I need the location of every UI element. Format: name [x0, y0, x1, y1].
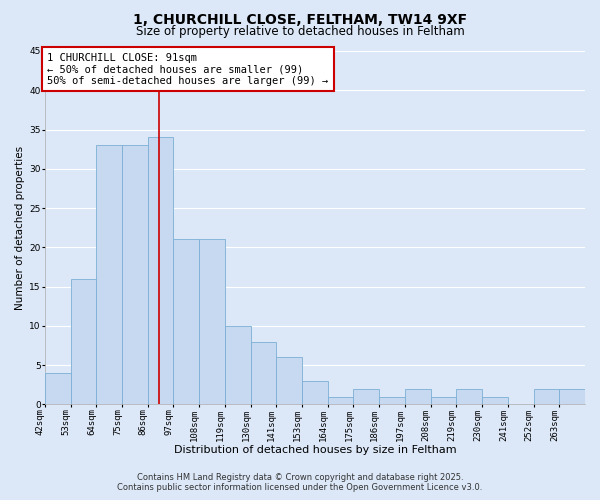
Text: 1 CHURCHILL CLOSE: 91sqm
← 50% of detached houses are smaller (99)
50% of semi-d: 1 CHURCHILL CLOSE: 91sqm ← 50% of detach…	[47, 52, 328, 86]
Bar	[302, 381, 328, 404]
Bar	[328, 396, 353, 404]
X-axis label: Distribution of detached houses by size in Feltham: Distribution of detached houses by size …	[173, 445, 456, 455]
Bar	[225, 326, 251, 404]
Bar	[482, 396, 508, 404]
Text: 1, CHURCHILL CLOSE, FELTHAM, TW14 9XF: 1, CHURCHILL CLOSE, FELTHAM, TW14 9XF	[133, 12, 467, 26]
Bar	[559, 388, 585, 404]
Bar	[96, 145, 122, 405]
Bar	[431, 396, 457, 404]
Bar	[533, 388, 559, 404]
Bar	[199, 240, 225, 404]
Bar	[71, 279, 96, 404]
Bar	[251, 342, 277, 404]
Y-axis label: Number of detached properties: Number of detached properties	[15, 146, 25, 310]
Bar	[148, 138, 173, 404]
Bar	[379, 396, 405, 404]
Bar	[457, 388, 482, 404]
Bar	[405, 388, 431, 404]
Text: Size of property relative to detached houses in Feltham: Size of property relative to detached ho…	[136, 25, 464, 38]
Bar	[173, 240, 199, 404]
Bar	[122, 145, 148, 405]
Text: Contains HM Land Registry data © Crown copyright and database right 2025.
Contai: Contains HM Land Registry data © Crown c…	[118, 473, 482, 492]
Bar	[277, 358, 302, 405]
Bar	[353, 388, 379, 404]
Bar	[45, 373, 71, 404]
